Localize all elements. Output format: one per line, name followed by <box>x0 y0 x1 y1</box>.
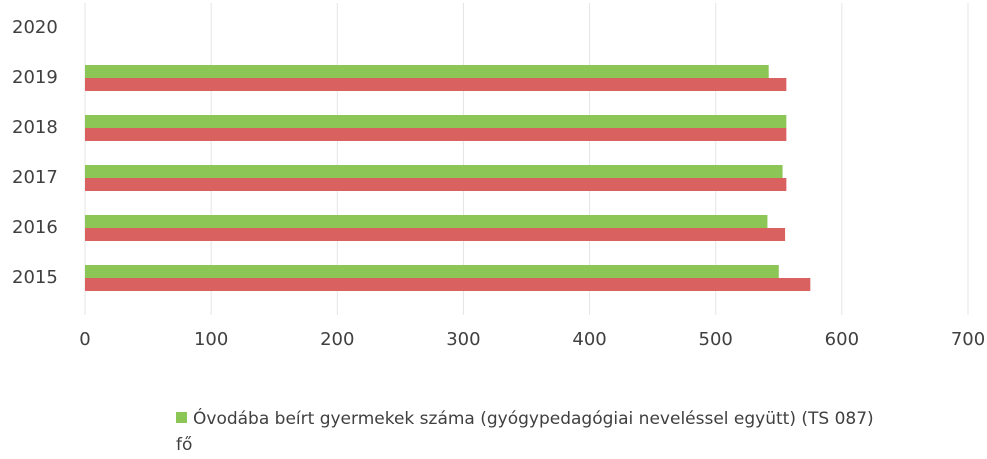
x-tick-label: 100 <box>194 329 228 350</box>
bar <box>85 165 783 178</box>
bar <box>85 278 811 291</box>
x-tick-label: 400 <box>572 329 606 350</box>
legend: Óvodába beírt gyermekek száma (gyógypeda… <box>176 406 876 458</box>
chart: 0 100 200 300 400 500 600 700 2020 2019 2018 2017 20… <box>12 3 985 350</box>
x-tick-label: 600 <box>825 329 859 350</box>
bar <box>85 215 768 228</box>
bar <box>85 265 779 278</box>
y-tick-label: 2020 <box>12 17 58 38</box>
y-tick-label: 2016 <box>12 217 58 238</box>
legend-label: Óvodába beírt gyermekek száma (gyógypeda… <box>176 409 874 455</box>
bar <box>85 78 787 91</box>
x-tick-label: 300 <box>446 329 480 350</box>
bar <box>85 228 786 241</box>
bar <box>85 115 787 128</box>
bar <box>85 178 787 191</box>
x-tick-label: 500 <box>699 329 733 350</box>
legend-swatch <box>176 412 187 423</box>
y-tick-label: 2018 <box>12 117 58 138</box>
x-tick-label: 700 <box>951 329 985 350</box>
bar <box>85 65 769 78</box>
x-tick-label: 200 <box>320 329 354 350</box>
bar <box>85 128 787 141</box>
y-tick-label: 2019 <box>12 67 58 88</box>
legend-item: Óvodába beírt gyermekek száma (gyógypeda… <box>176 406 876 458</box>
x-tick-label: 0 <box>79 329 90 350</box>
y-tick-label: 2015 <box>12 267 58 288</box>
y-tick-label: 2017 <box>12 167 58 188</box>
